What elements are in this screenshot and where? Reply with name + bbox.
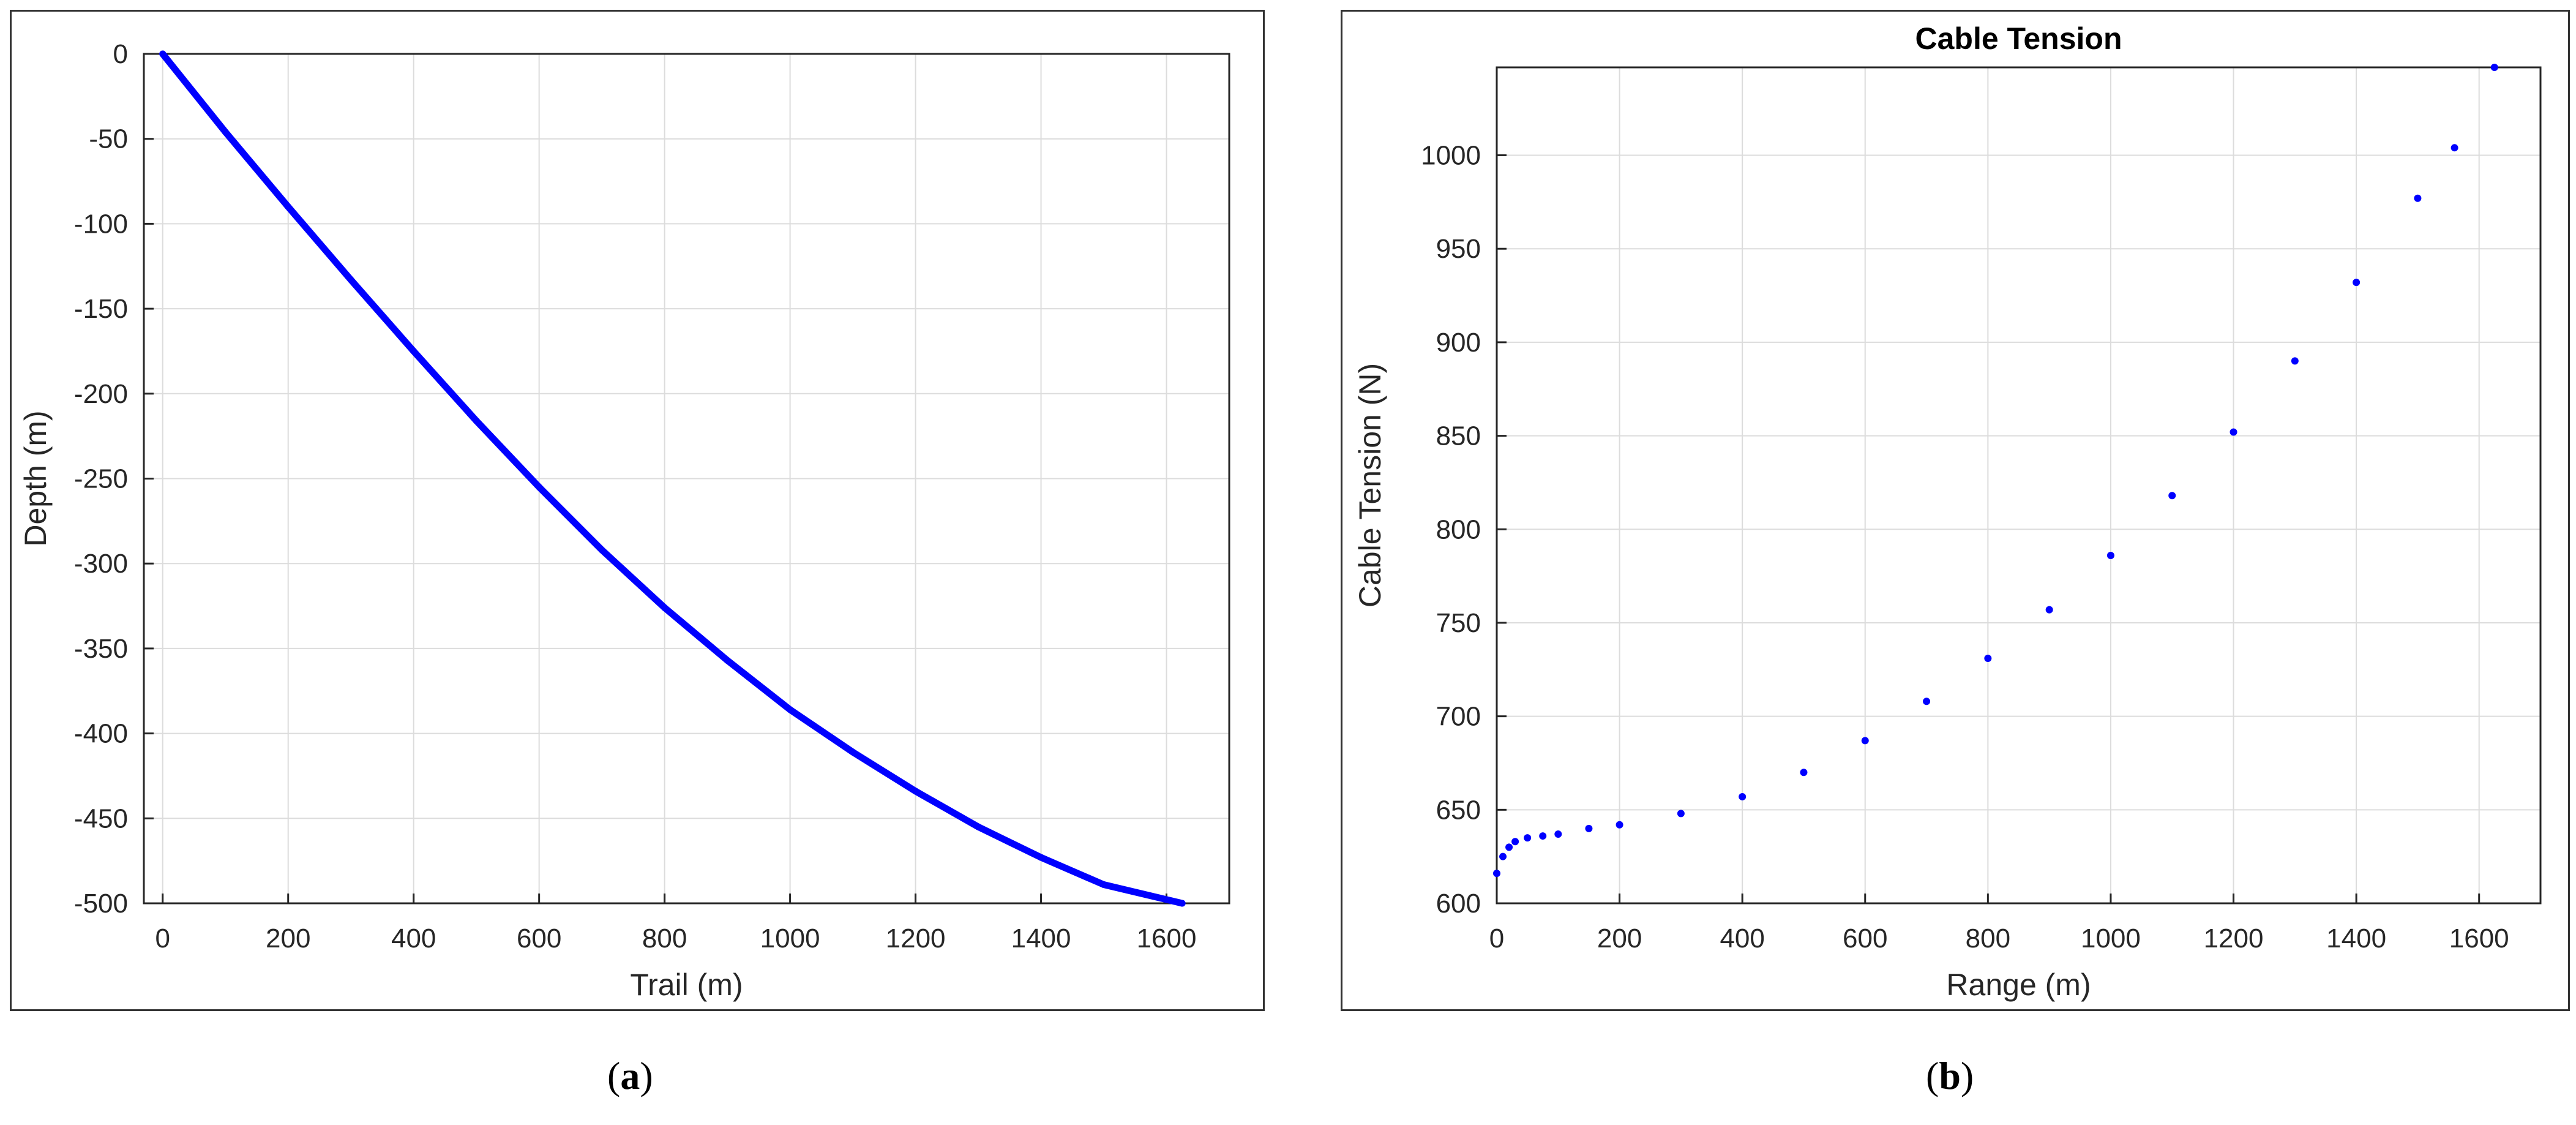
data-point-b	[1585, 824, 1593, 832]
data-point-b	[2490, 64, 2498, 71]
data-point-b	[1505, 843, 1513, 851]
y-tick-label-a: -450	[74, 803, 128, 833]
y-tick-label-a: -150	[74, 294, 128, 324]
y-tick-label-a: -100	[74, 209, 128, 239]
y-axis-title-a: Depth (m)	[18, 410, 53, 546]
data-point-b	[2168, 492, 2176, 500]
data-point-b	[2230, 428, 2237, 436]
data-point-b	[1739, 792, 1747, 800]
data-point-a	[598, 546, 605, 554]
x-tick-label-a: 400	[391, 924, 436, 954]
y-tick-label-b: 800	[1436, 514, 1481, 544]
x-tick-label-a: 1600	[1137, 924, 1197, 954]
x-tick-label-a: 1400	[1011, 924, 1071, 954]
data-point-b	[2353, 279, 2361, 287]
y-tick-label-a: -200	[74, 379, 128, 409]
x-tick-label-a: 0	[155, 924, 170, 954]
x-tick-label-b: 600	[1843, 924, 1887, 954]
data-point-a	[1038, 854, 1045, 861]
x-tick-label-b: 800	[1966, 924, 2010, 954]
data-point-a	[410, 347, 417, 355]
y-tick-label-a: -350	[74, 634, 128, 664]
y-tick-label-b: 900	[1436, 328, 1481, 358]
y-tick-label-a: -250	[74, 464, 128, 494]
data-point-a	[1178, 900, 1186, 907]
data-point-a	[975, 823, 982, 830]
data-point-a	[912, 788, 919, 795]
x-tick-label-b: 0	[1489, 924, 1504, 954]
chart-panel-b	[1341, 10, 2570, 1011]
y-tick-label-a: -300	[74, 549, 128, 579]
data-point-b	[1800, 769, 1808, 777]
data-point-b	[2045, 606, 2053, 614]
data-point-a	[661, 604, 668, 611]
x-tick-label-b: 400	[1720, 924, 1764, 954]
data-point-b	[2106, 552, 2114, 560]
data-point-a	[159, 50, 167, 58]
subcaption-a: (a)	[607, 1054, 653, 1097]
data-point-a	[787, 706, 794, 713]
x-tick-label-b: 1600	[2449, 924, 2509, 954]
x-tick-label-b: 1400	[2326, 924, 2386, 954]
x-tick-label-a: 1000	[760, 924, 820, 954]
y-tick-label-a: -400	[74, 719, 128, 749]
data-point-b	[1524, 834, 1532, 842]
data-point-b	[1616, 821, 1623, 829]
x-tick-label-a: 1200	[886, 924, 946, 954]
y-tick-label-b: 600	[1436, 889, 1481, 919]
y-tick-label-a: -50	[89, 124, 128, 154]
x-axis-title-a: Trail (m)	[630, 968, 743, 1002]
chart-panel-a	[10, 10, 1265, 1011]
data-point-b	[1923, 698, 1931, 705]
data-point-b	[1511, 838, 1519, 846]
data-point-b	[1984, 654, 1992, 662]
data-point-b	[2451, 144, 2458, 152]
data-point-b	[1539, 832, 1547, 840]
data-point-a	[347, 276, 354, 284]
chart-title-b: Cable Tension	[1915, 21, 2122, 56]
data-point-a	[473, 417, 480, 424]
y-tick-label-b: 650	[1436, 795, 1481, 825]
data-point-a	[1100, 881, 1107, 888]
x-tick-label-b: 200	[1597, 924, 1642, 954]
y-tick-label-b: 700	[1436, 702, 1481, 732]
y-tick-label-b: 950	[1436, 234, 1481, 264]
y-axis-title-b: Cable Tension (N)	[1353, 363, 1387, 608]
data-point-b	[1499, 852, 1507, 860]
data-point-a	[849, 748, 856, 756]
y-tick-label-a: 0	[113, 39, 128, 69]
data-point-a	[222, 129, 229, 136]
data-point-b	[2291, 357, 2299, 365]
data-point-a	[724, 657, 731, 664]
data-point-b	[1677, 810, 1685, 818]
y-tick-label-b: 1000	[1421, 141, 1481, 171]
data-point-b	[1554, 830, 1562, 838]
x-tick-label-a: 600	[517, 924, 561, 954]
x-tick-label-a: 200	[266, 924, 310, 954]
subcaption-b: (b)	[1926, 1054, 1974, 1097]
y-tick-label-b: 850	[1436, 421, 1481, 451]
data-point-b	[1861, 737, 1869, 745]
y-tick-label-b: 750	[1436, 608, 1481, 638]
data-point-a	[536, 483, 543, 491]
x-tick-label-b: 1200	[2204, 924, 2264, 954]
x-tick-label-b: 1000	[2081, 924, 2141, 954]
plot-frame-b	[1496, 66, 2542, 905]
x-axis-title-b: Range (m)	[1946, 968, 2091, 1002]
x-tick-label-a: 800	[642, 924, 687, 954]
data-point-b	[2414, 194, 2422, 202]
data-point-a	[285, 203, 292, 211]
y-tick-label-a: -500	[74, 889, 128, 919]
data-point-b	[1493, 870, 1500, 878]
